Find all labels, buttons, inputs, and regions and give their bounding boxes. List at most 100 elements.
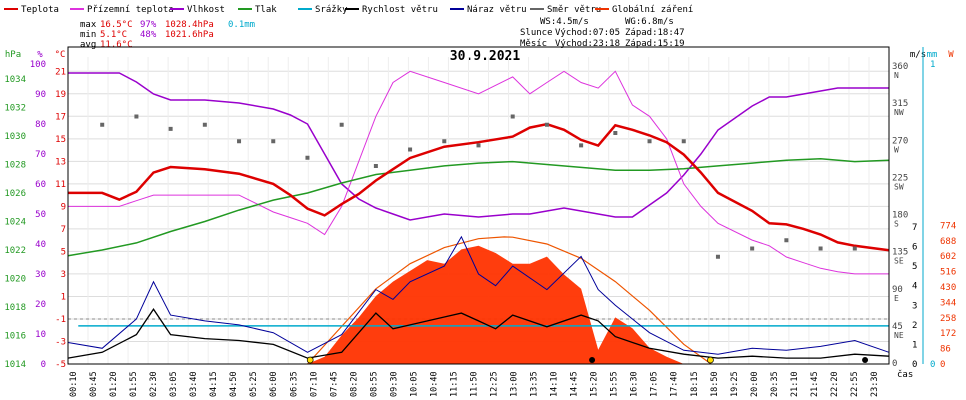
axes: hPa1034103210301028102610241022102010181…: [4, 46, 956, 397]
series-radiation-clear: [307, 236, 712, 365]
info-3: Východ:07:05: [555, 28, 620, 38]
x-tick-11: 06:35: [289, 371, 299, 397]
dir-tick-1: 315: [892, 99, 908, 109]
legend-label-3: Tlak: [255, 5, 277, 15]
mm-tick-0: 1: [930, 60, 935, 70]
x-tick-33: 19:25: [730, 371, 740, 397]
x-tick-25: 14:45: [570, 371, 580, 397]
wind-dir-point-4: [237, 139, 242, 144]
series-wind-speed: [67, 308, 890, 359]
temp-tick-13: -5: [55, 360, 66, 370]
stat-0-4: 0.1mm: [228, 20, 255, 30]
pct-tick-3: 70: [35, 150, 46, 160]
x-tick-7: 04:15: [209, 371, 219, 397]
temp-tick-3: 15: [55, 135, 66, 145]
x-tick-9: 05:25: [249, 371, 259, 397]
ms-tick-5: 2: [912, 321, 917, 331]
x-tick-38: 22:20: [830, 371, 840, 397]
series-temperature: [68, 122, 890, 252]
legend-label-0: Teplota: [21, 5, 59, 15]
x-tick-5: 03:05: [169, 371, 179, 397]
wind-dir-point-17: [681, 139, 686, 144]
legend-label-2: Vlhkost: [187, 5, 225, 15]
dir-label-6: E: [894, 294, 899, 303]
w-tick-6: 258: [940, 314, 956, 324]
temp-unit: °C: [55, 50, 66, 60]
hpa-tick-8: 1018: [4, 303, 26, 313]
x-tick-36: 21:10: [790, 371, 800, 397]
dir-label-7: NE: [894, 331, 904, 340]
w-tick-9: 0: [940, 360, 945, 370]
dir-tick-5: 135: [892, 248, 908, 258]
stat-0-2: 97%: [140, 20, 157, 30]
wind-dir-point-11: [476, 143, 481, 148]
hpa-tick-10: 1014: [4, 360, 26, 370]
x-tick-2: 01:20: [109, 371, 119, 397]
hpa-tick-7: 1020: [4, 275, 26, 285]
wind-dir-point-1: [134, 114, 139, 119]
hpa-tick-6: 1022: [4, 246, 26, 256]
hpa-tick-4: 1026: [4, 189, 26, 199]
w-tick-4: 430: [940, 283, 956, 293]
w-tick-0: 774: [940, 221, 956, 231]
series-pressure: [67, 158, 890, 257]
x-tick-32: 18:50: [710, 371, 720, 397]
info-0: WS:4.5m/s: [540, 17, 589, 27]
dir-label-1: NW: [894, 108, 904, 117]
temp-tick-7: 7: [61, 225, 66, 235]
ms-unit: m/s: [910, 50, 926, 60]
temp-tick-5: 11: [55, 180, 66, 190]
x-tick-0: 00:10: [69, 371, 79, 397]
wind-dir-point-9: [408, 147, 413, 152]
ms-tick-1: 6: [912, 243, 917, 253]
w-tick-7: 172: [940, 329, 956, 339]
wind-dir-point-2: [168, 126, 173, 131]
wind-dir-point-13: [544, 122, 549, 127]
pct-tick-8: 20: [35, 300, 46, 310]
temp-tick-10: 1: [61, 292, 66, 302]
temp-tick-8: 5: [61, 247, 66, 257]
x-tick-1: 00:45: [89, 371, 99, 397]
time-label: čas: [897, 369, 913, 380]
hpa-tick-5: 1024: [4, 218, 26, 228]
info-4: Západ:18:47: [625, 28, 685, 38]
x-tick-39: 22:55: [850, 371, 860, 397]
dir-tick-8: 0: [892, 359, 897, 369]
w-tick-1: 688: [940, 237, 956, 247]
info-2: Slunce: [520, 28, 553, 38]
wind-dir-point-0: [100, 122, 105, 127]
mm-tick-1: 0: [930, 360, 935, 370]
pct-tick-2: 80: [35, 120, 46, 130]
temp-tick-4: 13: [55, 157, 66, 167]
pct-tick-6: 40: [35, 240, 46, 250]
x-tick-3: 01:55: [129, 371, 139, 397]
moonrise-marker: [862, 357, 869, 363]
x-tick-27: 15:55: [610, 371, 620, 397]
stat-1-2: 48%: [140, 30, 157, 40]
series-wind-gust: [67, 235, 890, 355]
x-tick-26: 15:20: [590, 371, 600, 397]
hpa-tick-1: 1032: [4, 104, 26, 114]
wind-dir-point-19: [750, 246, 755, 251]
dir-label-2: W: [894, 145, 899, 154]
info-6: Východ:23:18: [555, 39, 620, 49]
stat-2-0: avg: [80, 40, 96, 50]
w-tick-3: 516: [940, 268, 956, 278]
w-tick-5: 344: [940, 298, 956, 308]
series-humidity: [68, 72, 889, 221]
dir-label-3: SW: [894, 182, 904, 191]
wind-dir-point-12: [510, 114, 515, 119]
x-tick-10: 06:00: [269, 371, 279, 397]
sunset-marker: [707, 356, 714, 364]
legend: Teplota Přízemní teplota Vlhkost Tlak Srážky…: [4, 5, 693, 15]
info-5: Měsíc: [520, 39, 547, 49]
w-tick-8: 86: [940, 345, 951, 355]
stat-0-3: 1028.4hPa: [165, 20, 214, 30]
stat-1-1: 5.1°C: [100, 30, 127, 40]
moonset-marker: [589, 357, 596, 363]
dir-label-0: N: [894, 71, 899, 80]
pct-tick-4: 60: [35, 180, 46, 190]
x-tick-21: 12:25: [490, 371, 500, 397]
legend-label-8: Globální záření: [612, 5, 693, 15]
x-tick-16: 09:30: [389, 371, 399, 397]
